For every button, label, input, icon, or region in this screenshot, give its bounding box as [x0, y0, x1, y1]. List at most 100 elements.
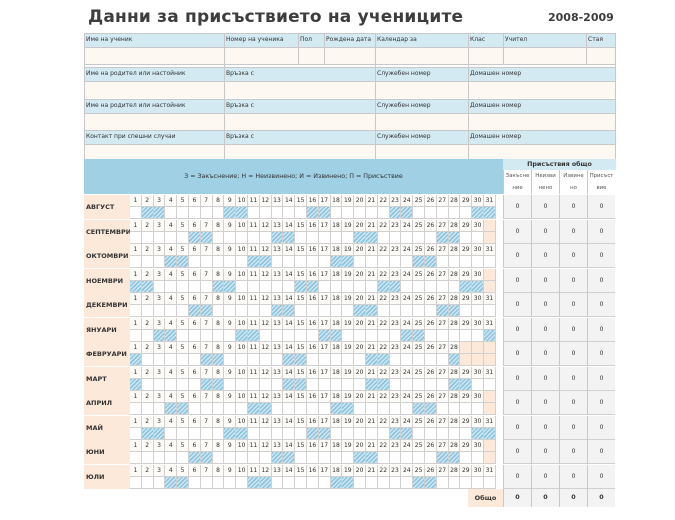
day-entry-cell[interactable] — [354, 305, 366, 317]
day-entry-cell[interactable] — [212, 403, 225, 415]
day-entry-cell[interactable] — [165, 378, 178, 391]
day-entry-cell[interactable] — [389, 207, 402, 219]
day-entry-cell[interactable] — [271, 329, 284, 342]
day-entry-cell[interactable] — [330, 256, 343, 268]
day-entry-cell[interactable] — [248, 329, 260, 342]
day-entry-cell[interactable] — [425, 452, 437, 464]
day-entry-cell[interactable] — [177, 403, 189, 415]
day-entry-cell[interactable] — [189, 329, 201, 342]
day-entry-cell[interactable] — [165, 354, 178, 366]
day-entry-cell[interactable] — [212, 207, 225, 219]
day-entry-cell[interactable] — [460, 256, 473, 268]
day-entry-cell[interactable] — [318, 427, 331, 440]
day-entry-cell[interactable] — [224, 378, 237, 391]
day-entry-cell[interactable] — [200, 354, 213, 366]
day-entry-cell[interactable] — [153, 378, 166, 391]
day-entry-cell[interactable] — [259, 354, 272, 366]
guardian2-value-row[interactable] — [84, 113, 616, 130]
day-entry-cell[interactable] — [236, 427, 248, 440]
day-entry-cell[interactable] — [460, 231, 473, 244]
day-entry-cell[interactable] — [448, 452, 461, 464]
day-entry-cell[interactable] — [330, 207, 343, 219]
day-entry-cell[interactable] — [200, 378, 213, 391]
day-entry-cell[interactable] — [189, 280, 201, 293]
day-entry-cell[interactable] — [224, 207, 237, 219]
day-entry-cell[interactable] — [295, 231, 307, 244]
day-entry-cell[interactable] — [307, 207, 319, 219]
day-entry-cell[interactable] — [472, 305, 484, 317]
day-entry-cell[interactable] — [342, 452, 355, 464]
day-entry-cell[interactable] — [271, 256, 284, 268]
day-entry-cell[interactable] — [377, 354, 390, 366]
day-entry-cell[interactable] — [177, 280, 189, 293]
day-entry-cell[interactable] — [342, 231, 355, 244]
day-entry-cell[interactable] — [342, 427, 355, 440]
day-entry-cell[interactable] — [354, 378, 366, 391]
day-entry-cell[interactable] — [460, 476, 473, 489]
day-entry-cell[interactable] — [377, 305, 390, 317]
day-entry-cell[interactable] — [389, 354, 402, 366]
day-entry-cell[interactable] — [425, 280, 437, 293]
day-entry-cell[interactable] — [248, 427, 260, 440]
emergency-value-row[interactable] — [84, 144, 616, 159]
day-entry-cell[interactable] — [307, 305, 319, 317]
day-entry-cell[interactable] — [318, 305, 331, 317]
day-entry-cell[interactable] — [236, 329, 248, 342]
day-entry-cell[interactable] — [436, 403, 449, 415]
day-entry-cell[interactable] — [153, 207, 166, 219]
day-entry-cell[interactable] — [141, 305, 154, 317]
day-entry-cell[interactable] — [165, 231, 178, 244]
day-entry-cell[interactable] — [271, 476, 284, 489]
day-entry-cell[interactable] — [283, 403, 296, 415]
day-entry-cell[interactable] — [153, 280, 166, 293]
day-entry-cell[interactable] — [189, 378, 201, 391]
day-entry-cell[interactable] — [200, 207, 213, 219]
day-entry-cell[interactable] — [472, 427, 484, 440]
day-entry-cell[interactable] — [460, 378, 473, 391]
day-entry-cell[interactable] — [425, 427, 437, 440]
day-entry-cell[interactable] — [165, 403, 178, 415]
day-entry-cell[interactable] — [165, 256, 178, 268]
day-entry-cell[interactable] — [401, 280, 414, 293]
day-entry-cell[interactable] — [259, 256, 272, 268]
day-entry-cell[interactable] — [236, 452, 248, 464]
day-entry-cell[interactable] — [354, 280, 366, 293]
day-entry-cell[interactable] — [153, 305, 166, 317]
day-entry-cell[interactable] — [342, 403, 355, 415]
day-entry-cell[interactable] — [248, 280, 260, 293]
day-entry-cell[interactable] — [224, 256, 237, 268]
day-entry-cell[interactable] — [460, 329, 473, 342]
day-entry-cell[interactable] — [271, 452, 284, 464]
day-entry-cell[interactable] — [153, 427, 166, 440]
day-entry-cell[interactable] — [236, 305, 248, 317]
day-entry-cell[interactable] — [330, 403, 343, 415]
day-entry-cell[interactable] — [271, 354, 284, 366]
day-entry-cell[interactable] — [236, 354, 248, 366]
day-entry-cell[interactable] — [472, 476, 484, 489]
day-entry-cell[interactable] — [318, 329, 331, 342]
day-entry-cell[interactable] — [389, 256, 402, 268]
day-entry-cell[interactable] — [413, 256, 425, 268]
day-entry-cell[interactable] — [165, 305, 178, 317]
day-entry-cell[interactable] — [295, 378, 307, 391]
day-entry-cell[interactable] — [425, 207, 437, 219]
day-entry-cell[interactable] — [248, 452, 260, 464]
day-entry-cell[interactable] — [377, 378, 390, 391]
day-entry-cell[interactable] — [389, 231, 402, 244]
day-entry-cell[interactable] — [366, 231, 378, 244]
day-entry-cell[interactable] — [212, 256, 225, 268]
day-entry-cell[interactable] — [200, 403, 213, 415]
day-entry-cell[interactable] — [377, 427, 390, 440]
day-entry-cell[interactable] — [425, 256, 437, 268]
day-entry-cell[interactable] — [413, 476, 425, 489]
day-entry-cell[interactable] — [330, 452, 343, 464]
day-entry-cell[interactable] — [141, 403, 154, 415]
day-entry-cell[interactable] — [484, 256, 496, 268]
day-entry-cell[interactable] — [342, 329, 355, 342]
day-entry-cell[interactable] — [425, 403, 437, 415]
day-entry-cell[interactable] — [130, 207, 142, 219]
day-entry-cell[interactable] — [153, 354, 166, 366]
day-entry-cell[interactable] — [401, 231, 414, 244]
day-entry-cell[interactable] — [141, 476, 154, 489]
day-entry-cell[interactable] — [413, 207, 425, 219]
